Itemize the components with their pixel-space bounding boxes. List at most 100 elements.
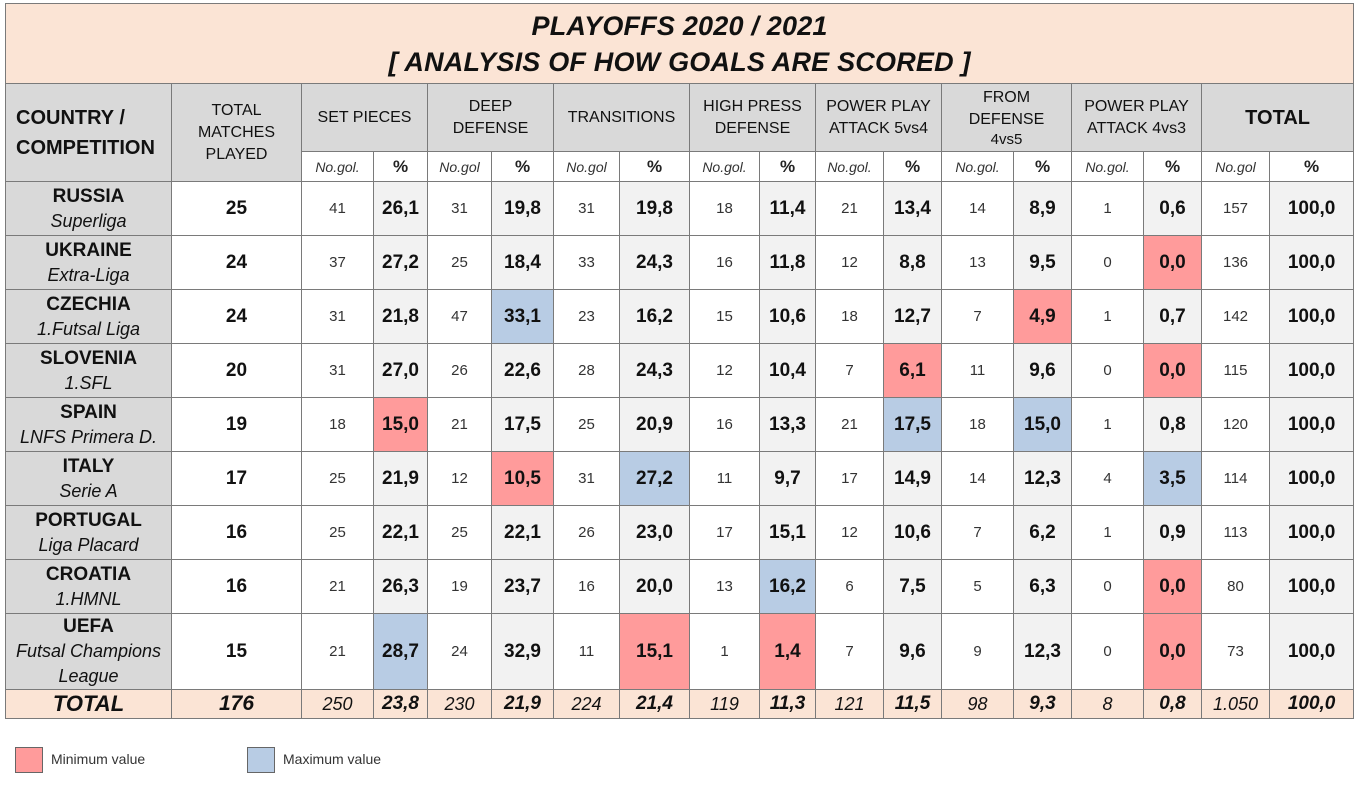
totals-goal-count: 1.050 <box>1201 689 1270 719</box>
goal-percent: 8,9 <box>1013 181 1072 236</box>
goal-percent-min: 15,0 <box>373 397 428 452</box>
competition-name-line2: League <box>58 666 119 686</box>
goal-count: 31 <box>553 451 620 506</box>
header-from-defense-4vs5: FROM DEFENSE 4vs5 <box>941 83 1072 152</box>
totals-goal-count: 224 <box>553 689 620 719</box>
totals-goal-percent: 0,8 <box>1143 689 1202 719</box>
matches-played: 24 <box>171 235 302 290</box>
goal-percent: 9,5 <box>1013 235 1072 290</box>
goal-count: 7 <box>941 289 1014 344</box>
country-name: UKRAINE <box>45 239 132 261</box>
goal-count: 11 <box>941 343 1014 398</box>
goal-count: 0 <box>1071 343 1144 398</box>
totals-goal-percent: 23,8 <box>373 689 428 719</box>
goal-count: 23 <box>553 289 620 344</box>
table-row: RUSSIA Superliga 25 41 26,1 31 19,8 31 19,8 18 11,… <box>5 181 1355 236</box>
goals-analysis-table: PLAYOFFS 2020 / 2021 [ ANALYSIS OF HOW G… <box>4 3 1355 719</box>
legend: Minimum value Maximum value <box>15 747 615 775</box>
goal-count: 7 <box>941 505 1014 560</box>
goal-percent-max: 17,5 <box>883 397 942 452</box>
country-cell: RUSSIA Superliga <box>5 181 172 236</box>
competition-name: Serie A <box>59 480 118 501</box>
goal-percent: 13,4 <box>883 181 942 236</box>
goal-count: 12 <box>815 235 884 290</box>
subheader-percent: % <box>1143 151 1202 182</box>
goal-percent: 21,9 <box>373 451 428 506</box>
goal-count: 80 <box>1201 559 1270 614</box>
goal-percent: 22,1 <box>491 505 554 560</box>
goal-count: 136 <box>1201 235 1270 290</box>
goal-percent: 22,1 <box>373 505 428 560</box>
totals-goal-percent: 11,3 <box>759 689 816 719</box>
table-row: UKRAINE Extra-Liga 24 37 27,2 25 18,4 33 24,3 16 1… <box>5 235 1355 290</box>
subheader-count: No.gol <box>427 151 492 182</box>
goal-percent: 14,9 <box>883 451 942 506</box>
competition-name: Superliga <box>50 210 127 231</box>
goal-count: 16 <box>689 397 760 452</box>
title-banner: PLAYOFFS 2020 / 2021 [ ANALYSIS OF HOW G… <box>4 3 1355 84</box>
subheader-percent: % <box>1013 151 1072 182</box>
country-name: SLOVENIA <box>39 347 138 369</box>
totals-goal-count: 98 <box>941 689 1014 719</box>
matches-played: 19 <box>171 397 302 452</box>
totals-goal-percent: 9,3 <box>1013 689 1072 719</box>
country-cell: PORTUGAL Liga Placard <box>5 505 172 560</box>
header-transitions: TRANSITIONS <box>553 83 690 152</box>
competition-name: Futsal Champions <box>15 641 162 661</box>
matches-played: 24 <box>171 289 302 344</box>
goal-count: 12 <box>689 343 760 398</box>
header-matches: TOTAL MATCHES PLAYED <box>171 83 302 182</box>
header-country: COUNTRY / COMPETITION <box>5 83 172 182</box>
legend-max-label: Maximum value <box>283 751 382 767</box>
goal-count: 21 <box>301 559 374 614</box>
country-name: PORTUGAL <box>35 509 142 531</box>
table-row: SPAIN LNFS Primera D. 19 18 15,0 21 17,5 25 20,9… <box>5 397 1355 452</box>
goal-count: 25 <box>427 505 492 560</box>
header-high-press-defense: HIGH PRESS DEFENSE <box>689 83 816 152</box>
header-set-pieces-label: SET PIECES <box>317 108 412 126</box>
goal-percent: 21,8 <box>373 289 428 344</box>
goal-percent: 100,0 <box>1268 289 1355 344</box>
country-name: CROATIA <box>45 563 132 585</box>
totals-row: TOTAL 176 250 23,8 230 21,9 224 21,4 119 11,3 121 1… <box>5 689 1355 719</box>
header-power-play-5vs4: POWER PLAY ATTACK 5vs4 <box>815 83 942 152</box>
matches-played: 15 <box>171 613 302 690</box>
goal-count: 18 <box>815 289 884 344</box>
header-country-line2: COMPETITION <box>16 136 155 159</box>
goal-percent-max: 16,2 <box>759 559 816 614</box>
goal-percent: 19,8 <box>491 181 554 236</box>
matches-played: 16 <box>171 559 302 614</box>
header-fd45-line1: FROM <box>982 88 1031 106</box>
goal-percent: 100,0 <box>1268 505 1355 560</box>
goal-count: 115 <box>1201 343 1270 398</box>
goal-percent: 6,2 <box>1013 505 1072 560</box>
goal-percent-max: 3,5 <box>1143 451 1202 506</box>
legend-min-swatch <box>15 747 43 773</box>
goal-count: 16 <box>553 559 620 614</box>
goal-percent: 9,6 <box>883 613 942 690</box>
goal-count: 21 <box>301 613 374 690</box>
subheader-count: No.gol. <box>1071 151 1144 182</box>
goal-count: 18 <box>301 397 374 452</box>
header-matches-line3: PLAYED <box>205 145 268 163</box>
goal-percent-min: 1,4 <box>759 613 816 690</box>
header-pp43-line2: ATTACK 4vs3 <box>1087 119 1186 137</box>
totals-goal-percent: 21,9 <box>491 689 554 719</box>
table-row: PORTUGAL Liga Placard 16 25 22,1 25 22,1 26 23,0… <box>5 505 1355 560</box>
goal-percent: 23,7 <box>491 559 554 614</box>
goal-count: 37 <box>301 235 374 290</box>
goal-count: 6 <box>815 559 884 614</box>
goal-count: 0 <box>1071 613 1144 690</box>
goal-count: 11 <box>689 451 760 506</box>
goal-count: 31 <box>427 181 492 236</box>
goal-percent: 10,6 <box>759 289 816 344</box>
subheader-count: No.gol. <box>689 151 760 182</box>
goal-percent: 16,2 <box>619 289 690 344</box>
header-high-press-line1: HIGH PRESS <box>703 97 802 115</box>
country-cell: SPAIN LNFS Primera D. <box>5 397 172 452</box>
header-total: TOTAL <box>1200 83 1355 152</box>
goal-percent: 20,9 <box>619 397 690 452</box>
goal-count: 17 <box>815 451 884 506</box>
header-total-label: TOTAL <box>1245 106 1310 129</box>
goal-count: 14 <box>941 181 1014 236</box>
